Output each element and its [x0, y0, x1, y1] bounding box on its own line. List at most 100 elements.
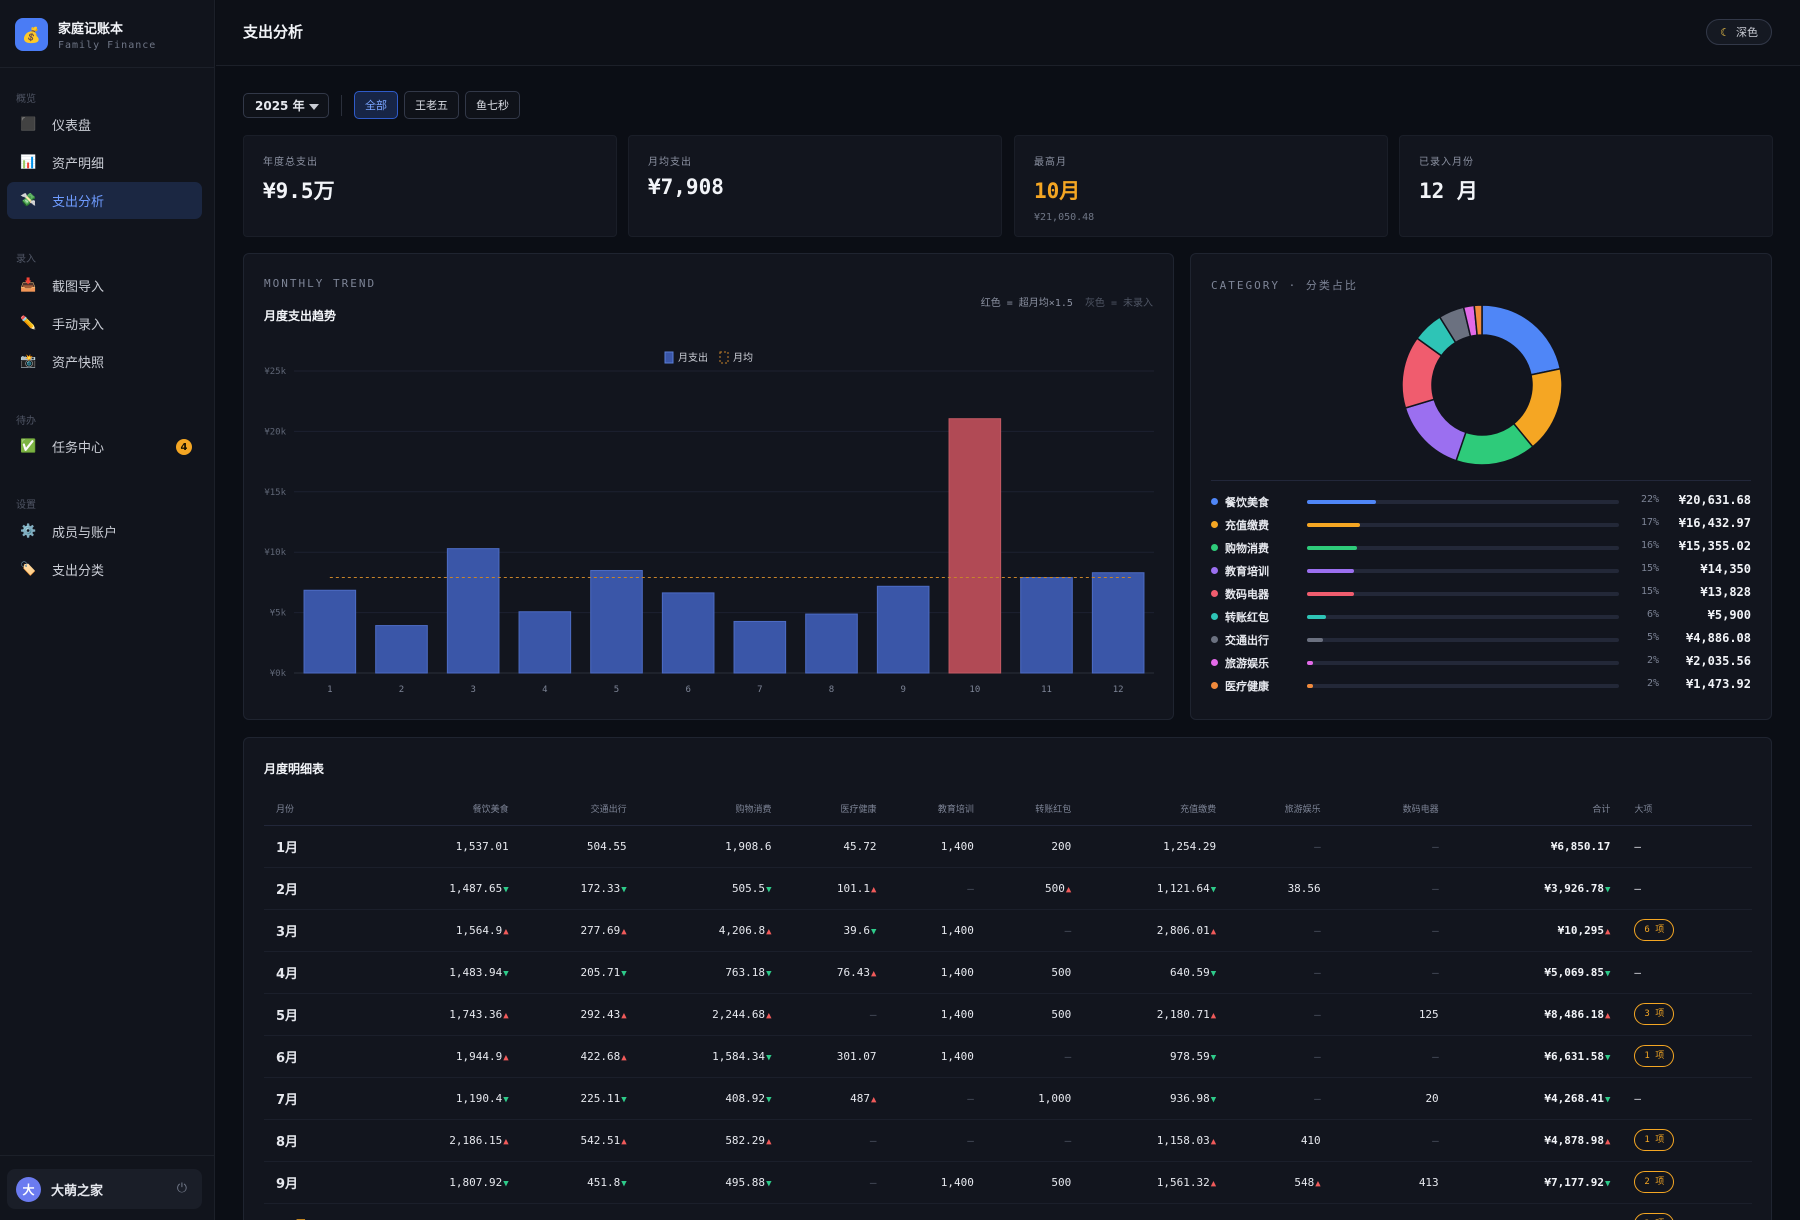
amount-cell: 1,190.4▼	[375, 1077, 521, 1120]
sidebar-item-spending[interactable]: 💸 支出分析	[7, 182, 202, 219]
amount-cell: 505.5▼	[638, 867, 784, 910]
dashboard-icon: ⬛	[20, 117, 37, 132]
down-arrow-icon: ▼	[1605, 968, 1611, 979]
table-row[interactable]: 8月 2,186.15▲ 542.51▲ 582.29▲ — — —1,158.03▲ 410…	[264, 1119, 1752, 1162]
sidebar-item-screenshot-import[interactable]: 📥 截图导入	[7, 267, 202, 304]
category-dot	[1211, 521, 1218, 528]
category-amount: ¥2,035.56	[1685, 654, 1751, 668]
amount-cell: 2,244.68▲	[638, 993, 784, 1036]
amount-cell: 45.72	[783, 825, 889, 868]
up-arrow-icon: ▲	[766, 1010, 772, 1021]
table-row[interactable]: 1月 1,537.01 504.55 1,908.6 45.72 1,400 200 1,25…	[264, 825, 1752, 868]
category-bar-fill	[1307, 592, 1354, 596]
sidebar-item-assets[interactable]: 📊 资产明细	[7, 144, 202, 181]
amount-cell: —	[985, 909, 1084, 952]
amount-cell: 101.1▲	[783, 867, 889, 910]
category-dot	[1211, 544, 1218, 551]
check-icon: ✅	[20, 439, 37, 454]
user-card[interactable]: 大 大萌之家 ⏻	[7, 1169, 202, 1209]
panel-eyebrow: MONTHLY TREND	[264, 277, 377, 290]
category-bar-track	[1307, 615, 1619, 619]
big-items-badge[interactable]: 6 项	[1634, 919, 1675, 941]
member-filter-wanglaowu[interactable]: 王老五	[404, 91, 459, 119]
amount-cell: 500	[985, 993, 1084, 1036]
big-items-badge[interactable]: 1 项	[1634, 1129, 1675, 1151]
table-row[interactable]: 6月 1,944.9▲ 422.68▲ 1,584.34▼ 301.07 1,400—97…	[264, 1035, 1752, 1078]
amount-cell: 1,000	[985, 1077, 1084, 1120]
amount-cell: 2,806.01▲	[1083, 909, 1229, 952]
up-arrow-icon: ▲	[1210, 1136, 1217, 1147]
y-tick-label: ¥20k	[264, 427, 286, 437]
category-amount: ¥20,631.68	[1678, 493, 1751, 507]
category-name: 转账红包	[1225, 611, 1269, 624]
amount-cell: 39.6▼	[783, 909, 889, 952]
down-arrow-icon: ▼	[1210, 968, 1217, 979]
power-icon[interactable]: ⏻	[176, 1181, 187, 1196]
table-row[interactable]: 10月1,737.06▼600.59▲382.03▼—1,4001,0001,9…	[264, 1203, 1752, 1220]
category-percent: 17%	[1640, 517, 1659, 528]
month-cell: 3月	[264, 909, 376, 952]
amount-cell: 277.69▲	[520, 909, 639, 952]
bar-7	[733, 620, 787, 674]
category-row: 交通出行 5% ¥4,886.08	[1211, 629, 1751, 649]
down-arrow-icon: ▼	[766, 1094, 772, 1105]
bar-4	[518, 611, 572, 674]
category-dot	[1211, 498, 1218, 505]
tag-icon: 🏷️	[20, 562, 37, 577]
table-row[interactable]: 2月 1,487.65▼ 172.33▼ 505.5▼ 101.1▲ —500▲ 1,121…	[264, 867, 1752, 910]
money-wings-icon: 💸	[20, 193, 37, 208]
big-items-badge[interactable]: 3 项	[1634, 1213, 1675, 1220]
category-row: 教育培训 15% ¥14,350	[1211, 560, 1751, 580]
amount-cell: 20	[1332, 1077, 1451, 1120]
amount-cell: —	[888, 867, 986, 910]
legend-swatch-bar	[664, 351, 674, 364]
donut-slice-9	[1473, 304, 1483, 337]
year-select[interactable]: 2025 年	[243, 93, 329, 118]
kpi-value: 10月	[1034, 179, 1081, 203]
table-row[interactable]: 9月 1,807.92▼ 451.8▼ 495.88▼ —1,400 500 1,561.3…	[264, 1161, 1752, 1204]
big-items-badge[interactable]: 1 项	[1634, 1045, 1675, 1067]
category-amount: ¥15,355.02	[1678, 539, 1751, 553]
category-dot	[1211, 613, 1218, 620]
monthly-trend-panel: MONTHLY TREND 月度支出趋势 红色 = 超月均×1.5 灰色 = 未…	[243, 253, 1174, 720]
theme-toggle[interactable]: ☾ 深色	[1706, 19, 1772, 45]
sidebar-item-asset-snapshot[interactable]: 📸 资产快照	[7, 343, 202, 380]
amount-cell: 1,121.64▼	[1083, 867, 1229, 910]
amount-cell: 172.33▼	[520, 867, 639, 910]
amount-cell: —	[1332, 909, 1451, 952]
x-tick-label: 2	[399, 685, 404, 695]
y-tick-label: ¥0k	[270, 669, 287, 679]
category-name: 交通出行	[1225, 634, 1269, 647]
member-filter-all[interactable]: 全部	[354, 91, 398, 119]
amount-cell: 1,564.9▲	[375, 909, 521, 952]
category-name: 旅游娱乐	[1225, 657, 1269, 670]
category-amount: ¥14,350	[1700, 562, 1751, 576]
sidebar: 💰 家庭记账本 Family Finance 概览 ⬛ 仪表盘 📊 资产明细 💸 支出…	[0, 0, 215, 1220]
sidebar-item-manual-entry[interactable]: ✏️ 手动录入	[7, 305, 202, 342]
total-cell: ¥7,177.92▼	[1450, 1161, 1623, 1204]
category-name: 充值缴费	[1225, 519, 1269, 532]
table-row[interactable]: 4月 1,483.94▼ 205.71▼ 763.18▼ 76.43▲ 1,400 500 6…	[264, 951, 1752, 994]
category-percent: 2%	[1646, 678, 1659, 689]
donut-slice-1	[1481, 304, 1562, 376]
table-row[interactable]: 5月 1,743.36▲ 292.43▲ 2,244.68▲ —1,400 500 2,18…	[264, 993, 1752, 1036]
sidebar-item-members[interactable]: ⚙️ 成员与账户	[7, 513, 202, 550]
total-cell: ¥4,878.98▲	[1450, 1119, 1623, 1162]
big-items-badge[interactable]: 2 项	[1634, 1171, 1675, 1193]
sidebar-item-categories[interactable]: 🏷️ 支出分类	[7, 551, 202, 588]
sidebar-item-tasks[interactable]: ✅ 任务中心 4	[7, 428, 202, 465]
amount-cell: 978.59▼	[1083, 1035, 1229, 1078]
amount-cell: —	[888, 1077, 986, 1120]
category-amount: ¥4,886.08	[1685, 631, 1751, 645]
sidebar-item-dashboard[interactable]: ⬛ 仪表盘	[7, 106, 202, 143]
table-row[interactable]: 3月 1,564.9▲ 277.69▲ 4,206.8▲ 39.6▼ 1,400—2,80…	[264, 909, 1752, 952]
x-tick-label: 5	[614, 685, 619, 695]
column-header: 餐饮美食	[375, 793, 521, 826]
down-arrow-icon: ▼	[1605, 1178, 1611, 1189]
amount-cell: —	[985, 1035, 1084, 1078]
member-filter-yuqimiao[interactable]: 鱼七秒	[465, 91, 520, 119]
big-items-badge[interactable]: 3 项	[1634, 1003, 1675, 1025]
table-row[interactable]: 7月 1,190.4▼ 225.11▼ 408.92▼ 487▲ —1,000 936.98…	[264, 1077, 1752, 1120]
big-items-cell: —	[1622, 1077, 1752, 1120]
amount-cell: 548▲	[1228, 1161, 1333, 1204]
